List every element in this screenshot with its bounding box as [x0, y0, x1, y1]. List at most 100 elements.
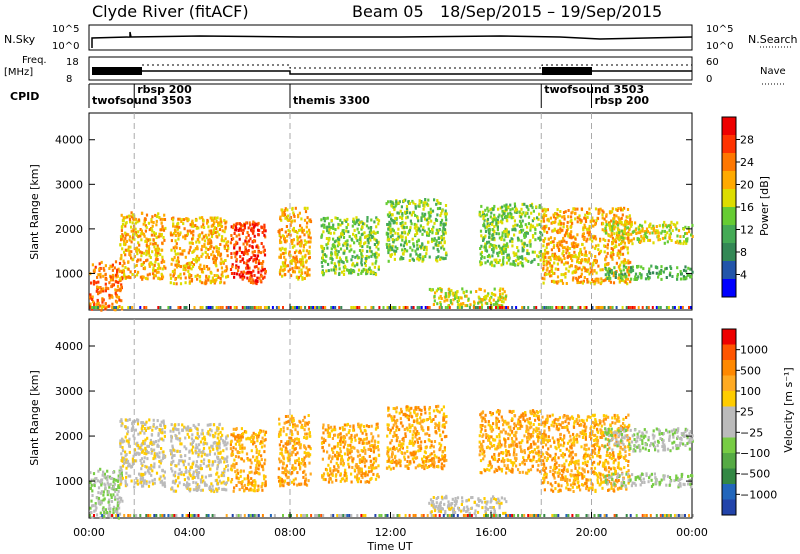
power-echo [615, 306, 618, 309]
velocity-echo [90, 511, 93, 515]
power-echo [647, 270, 651, 274]
power-echo [343, 249, 346, 253]
velocity-echo [291, 480, 294, 484]
power-echo [411, 237, 414, 241]
power-echo [627, 221, 630, 225]
power-echo [191, 250, 194, 254]
power-echo [437, 249, 440, 253]
power-echo [366, 270, 369, 274]
power-echo [288, 252, 291, 256]
power-echo [339, 258, 342, 262]
power-echo [439, 214, 442, 218]
velocity-echo [218, 444, 221, 448]
power-echo [640, 273, 643, 277]
power-echo [128, 218, 132, 221]
power-echo [392, 239, 395, 243]
power-echo [365, 255, 368, 258]
power-echo [109, 264, 112, 268]
power-echo [486, 222, 489, 226]
power-echo [111, 295, 114, 299]
power-echo [230, 234, 233, 237]
power-echo [209, 216, 212, 220]
power-echo [347, 268, 350, 272]
power-echo [526, 249, 529, 253]
velocity-echo [281, 483, 284, 487]
velocity-echo [146, 444, 149, 448]
power-echo [459, 302, 463, 306]
power-echo [117, 295, 121, 299]
power-echo [111, 273, 115, 277]
power-echo [611, 248, 615, 252]
power-echo [554, 228, 557, 232]
power-echo [238, 233, 241, 237]
power-echo [601, 209, 604, 213]
power-echo [497, 306, 499, 309]
velocity-echo [112, 480, 115, 484]
power-echo [208, 241, 211, 245]
power-echo [549, 274, 552, 278]
velocity-echo [106, 475, 109, 478]
power-echo [162, 228, 166, 232]
power-echo [356, 306, 359, 309]
power-echo [504, 244, 507, 248]
power-echo [199, 263, 202, 267]
power-echo [257, 306, 260, 309]
power-echo [527, 222, 530, 226]
power-echo [235, 252, 238, 256]
velocity-echo [232, 489, 235, 493]
velocity-echo [254, 483, 257, 487]
power-echo [353, 219, 356, 223]
velocity-echo [291, 464, 294, 468]
power-echo [334, 252, 337, 256]
velocity-echo [220, 437, 223, 441]
power-echo [616, 253, 619, 257]
velocity-echo [283, 479, 287, 483]
power-echo [685, 276, 688, 280]
power-echo [189, 229, 192, 233]
velocity-echo [163, 454, 166, 458]
velocity-echo [208, 474, 211, 478]
velocity-echo [239, 470, 242, 474]
power-echo [575, 255, 578, 259]
power-echo [204, 282, 207, 286]
power-echo [322, 230, 325, 234]
power-echo [601, 268, 604, 272]
power-echo [486, 255, 489, 258]
power-echo [586, 280, 589, 284]
power-echo [533, 217, 536, 221]
power-echo [139, 306, 142, 309]
velocity-echo [285, 469, 288, 473]
power-echo [299, 235, 302, 239]
power-echo [248, 266, 251, 270]
velocity-echo [162, 438, 165, 442]
velocity-echo [287, 414, 290, 418]
power-echo [518, 225, 522, 228]
power-echo [183, 306, 186, 309]
velocity-echo [102, 490, 105, 494]
power-echo [500, 296, 503, 300]
velocity-scatter [89, 404, 694, 520]
power-echo [631, 269, 635, 272]
power-echo [535, 205, 538, 209]
velocity-echo [186, 432, 189, 436]
power-echo [606, 262, 609, 266]
power-echo [627, 277, 630, 281]
power-echo [354, 255, 357, 259]
power-echo [657, 234, 660, 238]
power-echo [395, 200, 398, 204]
power-echo [594, 237, 598, 241]
power-echo [132, 257, 135, 261]
velocity-echo [280, 459, 283, 463]
velocity-echo [178, 481, 181, 485]
velocity-echo [174, 427, 177, 431]
velocity-echo [243, 488, 246, 492]
power-echo [279, 268, 282, 272]
power-echo [299, 274, 302, 278]
power-echo [348, 249, 351, 253]
power-echo [412, 242, 415, 246]
power-echo [576, 259, 579, 262]
power-echo [668, 273, 671, 277]
power-echo [404, 236, 407, 240]
power-echo [243, 306, 246, 309]
power-echo [436, 199, 439, 203]
